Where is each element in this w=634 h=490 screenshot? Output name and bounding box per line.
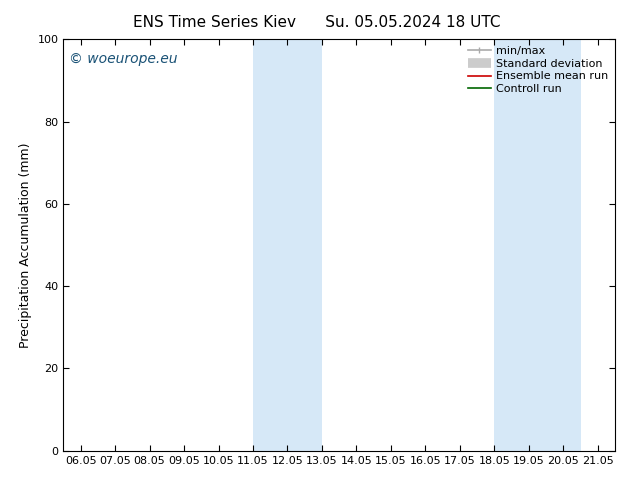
Text: ENS Time Series Kiev      Su. 05.05.2024 18 UTC: ENS Time Series Kiev Su. 05.05.2024 18 U… — [133, 15, 501, 30]
Text: © woeurope.eu: © woeurope.eu — [69, 51, 178, 66]
Bar — [253, 39, 322, 451]
Y-axis label: Precipitation Accumulation (mm): Precipitation Accumulation (mm) — [19, 142, 32, 348]
Bar — [495, 39, 581, 451]
Legend: min/max, Standard deviation, Ensemble mean run, Controll run: min/max, Standard deviation, Ensemble me… — [464, 42, 612, 98]
